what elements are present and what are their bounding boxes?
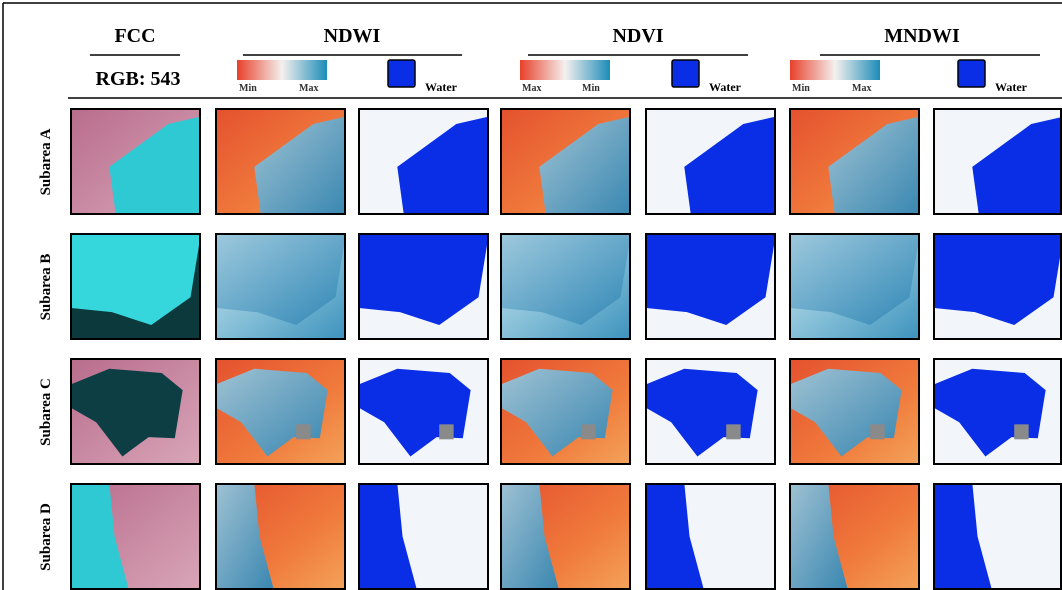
image-tile — [645, 233, 776, 340]
image-tile — [500, 358, 631, 465]
tile-content — [70, 483, 201, 590]
image-tile — [500, 233, 631, 340]
image-tile — [933, 483, 1062, 590]
tile-content — [358, 483, 489, 590]
colorbar-label: Max — [852, 83, 871, 94]
row-label: Subarea B — [38, 254, 54, 321]
image-tile — [358, 483, 489, 590]
image-tile — [358, 108, 489, 215]
tile-content — [789, 358, 920, 465]
image-tile — [789, 108, 920, 215]
water-label: Water — [425, 80, 458, 94]
nodata-patch — [726, 424, 740, 439]
column-subtitle: RGB: 543 — [96, 68, 181, 90]
tile-content — [500, 233, 631, 340]
water-swatch — [958, 60, 985, 87]
column-title: MNDWI — [884, 25, 960, 47]
tile-content — [358, 233, 489, 340]
tile-content — [358, 358, 489, 465]
nodata-patch — [296, 424, 310, 439]
tile-content — [215, 233, 346, 340]
nodata-patch — [870, 424, 884, 439]
column-title: FCC — [114, 25, 155, 47]
column-title: NDVI — [612, 25, 663, 47]
column-title: NDWI — [324, 25, 381, 47]
colorbar — [237, 60, 327, 80]
image-tile — [70, 483, 201, 590]
image-tile — [789, 483, 920, 590]
tile-content — [215, 483, 346, 590]
image-tile — [70, 358, 201, 465]
image-tile — [933, 358, 1062, 465]
image-tile — [215, 233, 346, 340]
image-tile — [789, 358, 920, 465]
tile-content — [500, 358, 631, 465]
tile-content — [933, 483, 1062, 590]
nodata-patch — [1014, 424, 1028, 439]
image-tile — [70, 233, 201, 340]
water-label: Water — [995, 80, 1028, 94]
tile-content — [645, 358, 776, 465]
tile-content — [933, 358, 1062, 465]
image-tile — [933, 233, 1062, 340]
tile-content — [789, 108, 920, 215]
tile-content — [789, 233, 920, 340]
image-tile — [215, 358, 346, 465]
tile-content — [70, 233, 201, 340]
tile-content — [70, 108, 201, 215]
image-tile — [933, 108, 1062, 215]
colorbar-label: Min — [582, 83, 600, 94]
image-tile — [358, 358, 489, 465]
tile-content — [500, 483, 631, 590]
colorbar-label: Min — [792, 83, 810, 94]
tile-content — [215, 108, 346, 215]
tile-content — [645, 483, 776, 590]
image-tile — [358, 233, 489, 340]
image-tile — [500, 483, 631, 590]
tile-content — [215, 358, 346, 465]
image-tile — [215, 108, 346, 215]
tile-content — [70, 358, 201, 465]
tile-content — [645, 108, 776, 215]
image-tile — [500, 108, 631, 215]
image-tile — [70, 108, 201, 215]
image-tile — [215, 483, 346, 590]
figure: FCC RGB: 543 NDWI Min Max Water NDVI Max Min Wa… — [0, 0, 1062, 590]
row-label: Subarea C — [38, 378, 54, 446]
nodata-patch — [439, 424, 453, 439]
water-swatch — [672, 60, 699, 87]
tile-content — [933, 108, 1062, 215]
tile-content — [645, 233, 776, 340]
image-tile — [645, 483, 776, 590]
colorbar-label: Max — [299, 83, 318, 94]
tile-content — [933, 233, 1062, 340]
colorbar-label: Max — [522, 83, 541, 94]
colorbar — [790, 60, 880, 80]
tile-content — [789, 483, 920, 590]
image-tile — [789, 233, 920, 340]
tile-content — [500, 108, 631, 215]
row-label: Subarea D — [38, 503, 54, 571]
tile-content — [358, 108, 489, 215]
nodata-patch — [581, 424, 595, 439]
row-label: Subarea A — [38, 128, 54, 195]
colorbar — [520, 60, 610, 80]
water-label: Water — [709, 80, 742, 94]
image-tile — [645, 108, 776, 215]
water-swatch — [388, 60, 415, 87]
colorbar-label: Min — [239, 83, 257, 94]
image-tile — [645, 358, 776, 465]
